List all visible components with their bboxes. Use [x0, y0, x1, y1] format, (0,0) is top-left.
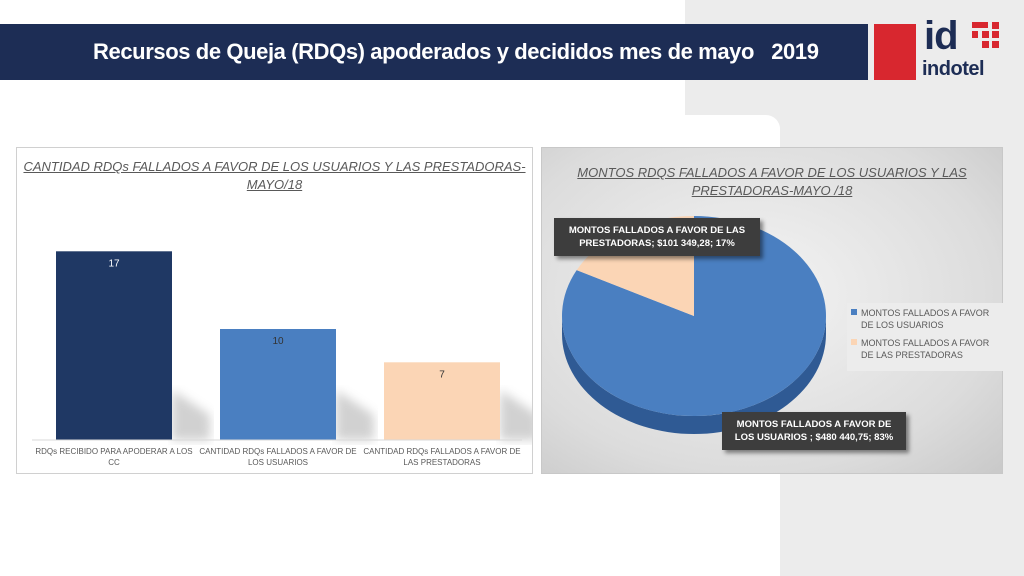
pie-data-label-prestadoras: MONTOS FALLADOS A FAVOR DE LAS PRESTADOR… — [554, 218, 760, 256]
logo-id-text: id — [924, 14, 959, 58]
bar-category-label-2: CANTIDAD RDQs FALLADOS A FAVOR DE — [363, 447, 520, 456]
pie-chart: MONTOS RDQS FALLADOS A FAVOR DE LOS USUA… — [541, 147, 1005, 474]
bar-chart-title: CANTIDAD RDQs FALLADOS A FAVOR DE LOS US… — [23, 159, 526, 192]
bar-1 — [220, 329, 336, 440]
legend-label-prestadoras: MONTOS FALLADOS A FAVOR DE LAS PRESTADOR… — [861, 338, 990, 360]
pie-legend: MONTOS FALLADOS A FAVOR DE LOS USUARIOS … — [847, 303, 1005, 371]
logo-wordmark: indotel — [922, 58, 985, 80]
indotel-logo: id indotel — [922, 14, 1002, 84]
bar-category-label-1: LOS USUARIOS — [248, 458, 308, 467]
bar-category-label-0: RDQs RECIBIDO PARA APODERAR A LOS — [35, 447, 192, 456]
logo-red-block — [874, 24, 916, 80]
legend-label-usuarios: MONTOS FALLADOS A FAVOR DE LOS USUARIOS — [861, 308, 990, 330]
legend-swatch-prestadoras — [851, 339, 857, 345]
page-title: Recursos de Queja (RDQs) apoderados y de… — [93, 39, 819, 64]
title-bar: Recursos de Queja (RDQs) apoderados y de… — [0, 24, 868, 80]
pie-data-label-usuarios: MONTOS FALLADOS A FAVOR DE LOS USUARIOS … — [722, 412, 906, 450]
bar-category-label-0: CC — [108, 458, 120, 467]
bar-data-label-2: 7 — [439, 369, 445, 380]
bar-category-label-1: CANTIDAD RDQs FALLADOS A FAVOR DE — [199, 447, 356, 456]
pie-side-usuarios — [562, 316, 826, 434]
legend-item-prestadoras: MONTOS FALLADOS A FAVOR DE LAS PRESTADOR… — [851, 337, 1001, 361]
legend-item-usuarios: MONTOS FALLADOS A FAVOR DE LOS USUARIOS — [851, 307, 1001, 331]
logo-grid-icon — [972, 22, 1000, 48]
legend-swatch-usuarios — [851, 309, 857, 315]
bar-2 — [384, 362, 500, 440]
bar-data-label-0: 17 — [108, 258, 120, 269]
bar-0 — [56, 251, 172, 440]
bar-shadow — [172, 390, 210, 440]
bar-shadow — [500, 390, 532, 440]
pie-chart-title: MONTOS RDQS FALLADOS A FAVOR DE LOS USUA… — [577, 165, 967, 198]
bar-category-label-2: LAS PRESTADORAS — [403, 458, 480, 467]
bar-chart: CANTIDAD RDQs FALLADOS A FAVOR DE LOS US… — [16, 147, 533, 474]
bar-shadow — [336, 390, 374, 440]
bar-chart-plot: 17 RDQs RECIBIDO PARA APODERAR A LOS CC 10 C… — [32, 251, 532, 467]
bar-data-label-1: 10 — [272, 336, 284, 347]
